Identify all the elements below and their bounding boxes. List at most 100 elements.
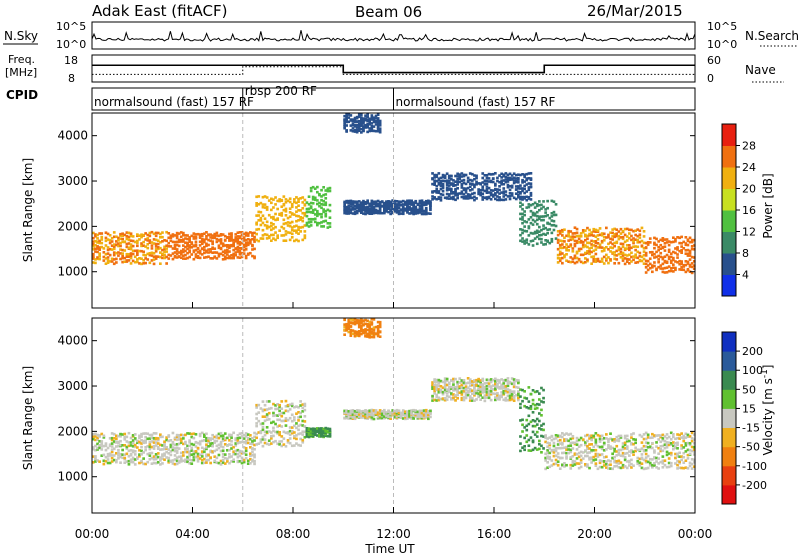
range-cell: [257, 214, 261, 217]
range-cell: [657, 260, 660, 264]
range-cell: [140, 233, 143, 236]
range-cell: [581, 261, 585, 265]
range-cell: [659, 460, 663, 464]
range-cell: [651, 463, 654, 467]
range-cell: [443, 176, 447, 180]
range-cell: [255, 232, 258, 236]
range-cell: [621, 451, 625, 455]
range-cell: [445, 392, 449, 395]
range-cell: [353, 410, 357, 413]
range-cell: [303, 203, 307, 206]
range-cell: [600, 453, 604, 456]
range-cell: [416, 202, 420, 206]
range-cell: [473, 394, 476, 397]
range-cell: [682, 455, 686, 459]
range-cell: [617, 451, 621, 455]
range-cell: [519, 402, 522, 406]
range-cell: [529, 177, 533, 180]
range-cell: [200, 446, 204, 450]
range-cell: [125, 452, 129, 456]
range-cell: [410, 201, 413, 205]
range-cell: [686, 260, 690, 264]
range-cell: [186, 450, 189, 454]
range-cell: [661, 466, 665, 469]
range-cell: [357, 126, 361, 130]
range-cell: [238, 231, 242, 234]
range-cell: [167, 448, 171, 451]
range-cell: [167, 241, 171, 245]
range-cell: [479, 391, 482, 395]
range-cell: [360, 410, 363, 413]
range-cell: [251, 447, 254, 450]
range-cell: [676, 447, 679, 450]
range-cell: [255, 214, 258, 217]
range-cell: [378, 119, 382, 123]
range-cell: [466, 179, 470, 182]
range-cell: [521, 198, 524, 201]
range-cell: [159, 459, 162, 462]
range-cell: [255, 195, 258, 199]
range-cell: [357, 207, 361, 210]
range-cell: [98, 232, 101, 235]
range-cell: [253, 247, 256, 251]
range-cell: [611, 446, 614, 450]
range-cell: [121, 260, 124, 264]
range-cell: [590, 436, 593, 439]
range-cell: [117, 244, 120, 248]
range-cell: [395, 211, 399, 214]
range-cell: [355, 330, 359, 334]
range-cell: [659, 238, 663, 242]
range-cell: [502, 187, 506, 190]
range-cell: [404, 209, 407, 212]
range-cell: [672, 447, 675, 451]
range-cell: [611, 235, 614, 238]
range-cell: [542, 243, 545, 246]
range-cell: [117, 454, 120, 457]
range-cell: [494, 385, 497, 388]
range-cell: [500, 179, 503, 182]
range-cell: [657, 462, 660, 465]
range-cell: [621, 257, 625, 260]
range-cell: [429, 201, 432, 205]
range-cell: [404, 202, 407, 206]
range-cell: [177, 461, 181, 464]
range-cell: [278, 229, 281, 232]
range-cell: [594, 443, 598, 446]
range-cell: [261, 408, 265, 412]
range-cell: [502, 190, 506, 193]
range-cell: [353, 417, 357, 421]
range-cell: [393, 199, 397, 203]
range-cell: [200, 439, 204, 443]
range-cell: [447, 181, 451, 185]
range-cell: [665, 450, 669, 454]
range-cell: [355, 130, 359, 134]
range-cell: [188, 238, 191, 241]
range-cell: [512, 181, 516, 185]
range-cell: [485, 197, 489, 201]
range-cell: [684, 242, 688, 245]
range-cell: [496, 188, 499, 191]
range-cell: [307, 210, 311, 214]
range-cell: [270, 201, 273, 205]
range-cell: [274, 212, 277, 216]
range-cell: [692, 465, 696, 468]
range-cell: [410, 414, 413, 418]
range-cell: [571, 464, 575, 467]
range-cell: [131, 460, 135, 464]
range-cell: [370, 408, 374, 412]
range-cell: [343, 114, 346, 118]
range-cell: [672, 441, 675, 444]
range-cell: [192, 443, 196, 447]
range-cell: [253, 453, 256, 456]
range-cell: [540, 428, 543, 431]
colorbar-swatch: [722, 370, 736, 390]
range-cell: [680, 447, 683, 450]
range-cell: [96, 250, 99, 254]
range-cell: [462, 193, 466, 196]
range-cell: [154, 234, 158, 238]
range-cell: [198, 244, 202, 247]
range-cell: [485, 385, 489, 388]
range-cell: [328, 189, 332, 193]
range-cell: [433, 196, 436, 199]
range-cell: [284, 431, 288, 435]
